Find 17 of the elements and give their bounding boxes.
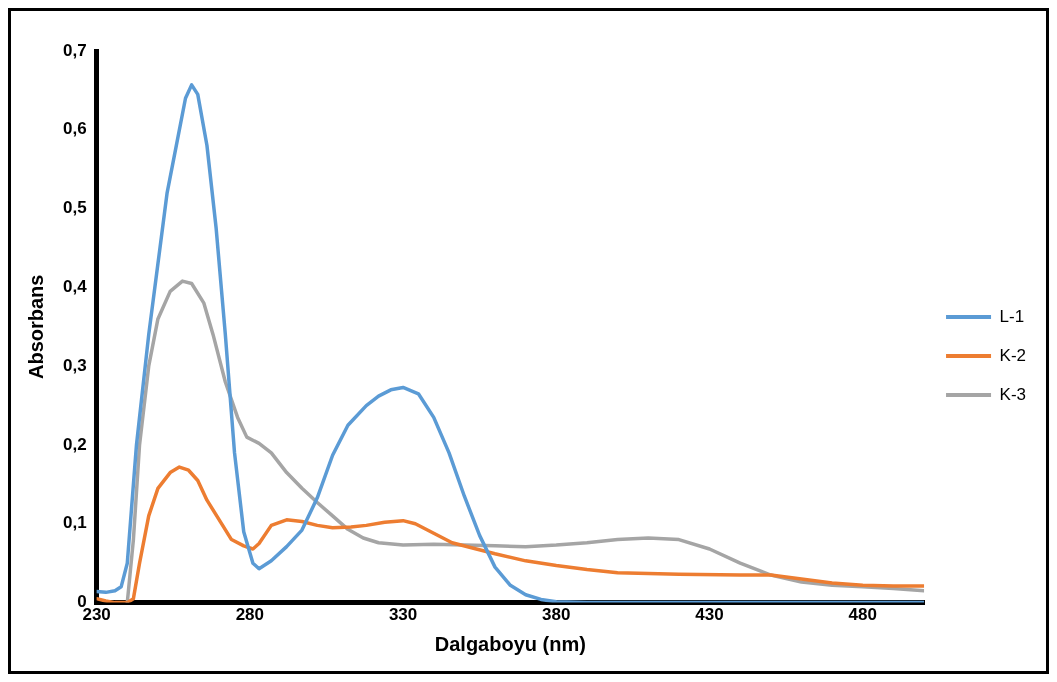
y-tick-label: 0,6 bbox=[62, 119, 87, 139]
x-tick-label: 380 bbox=[542, 605, 571, 625]
x-tick-label: 330 bbox=[388, 605, 418, 625]
y-tick-label: 0,7 bbox=[62, 40, 87, 60]
y-tick-label: 0,1 bbox=[62, 513, 87, 533]
y-tick-label: 0,3 bbox=[62, 355, 87, 375]
legend-label: L-1 bbox=[999, 306, 1025, 326]
x-axis-title: Dalgaboyu (nm) bbox=[434, 632, 586, 655]
x-tick-label: 480 bbox=[848, 605, 877, 625]
x-tick-label: 280 bbox=[235, 605, 265, 625]
y-tick-label: 0,4 bbox=[62, 277, 88, 297]
legend-label: K-2 bbox=[999, 345, 1027, 365]
y-tick-label: 0,2 bbox=[62, 434, 87, 454]
legend-label: K-3 bbox=[999, 384, 1027, 404]
x-tick-label: 430 bbox=[695, 605, 724, 625]
y-axis-title: Absorbans bbox=[24, 274, 47, 380]
y-tick-label: 0,5 bbox=[62, 198, 87, 218]
